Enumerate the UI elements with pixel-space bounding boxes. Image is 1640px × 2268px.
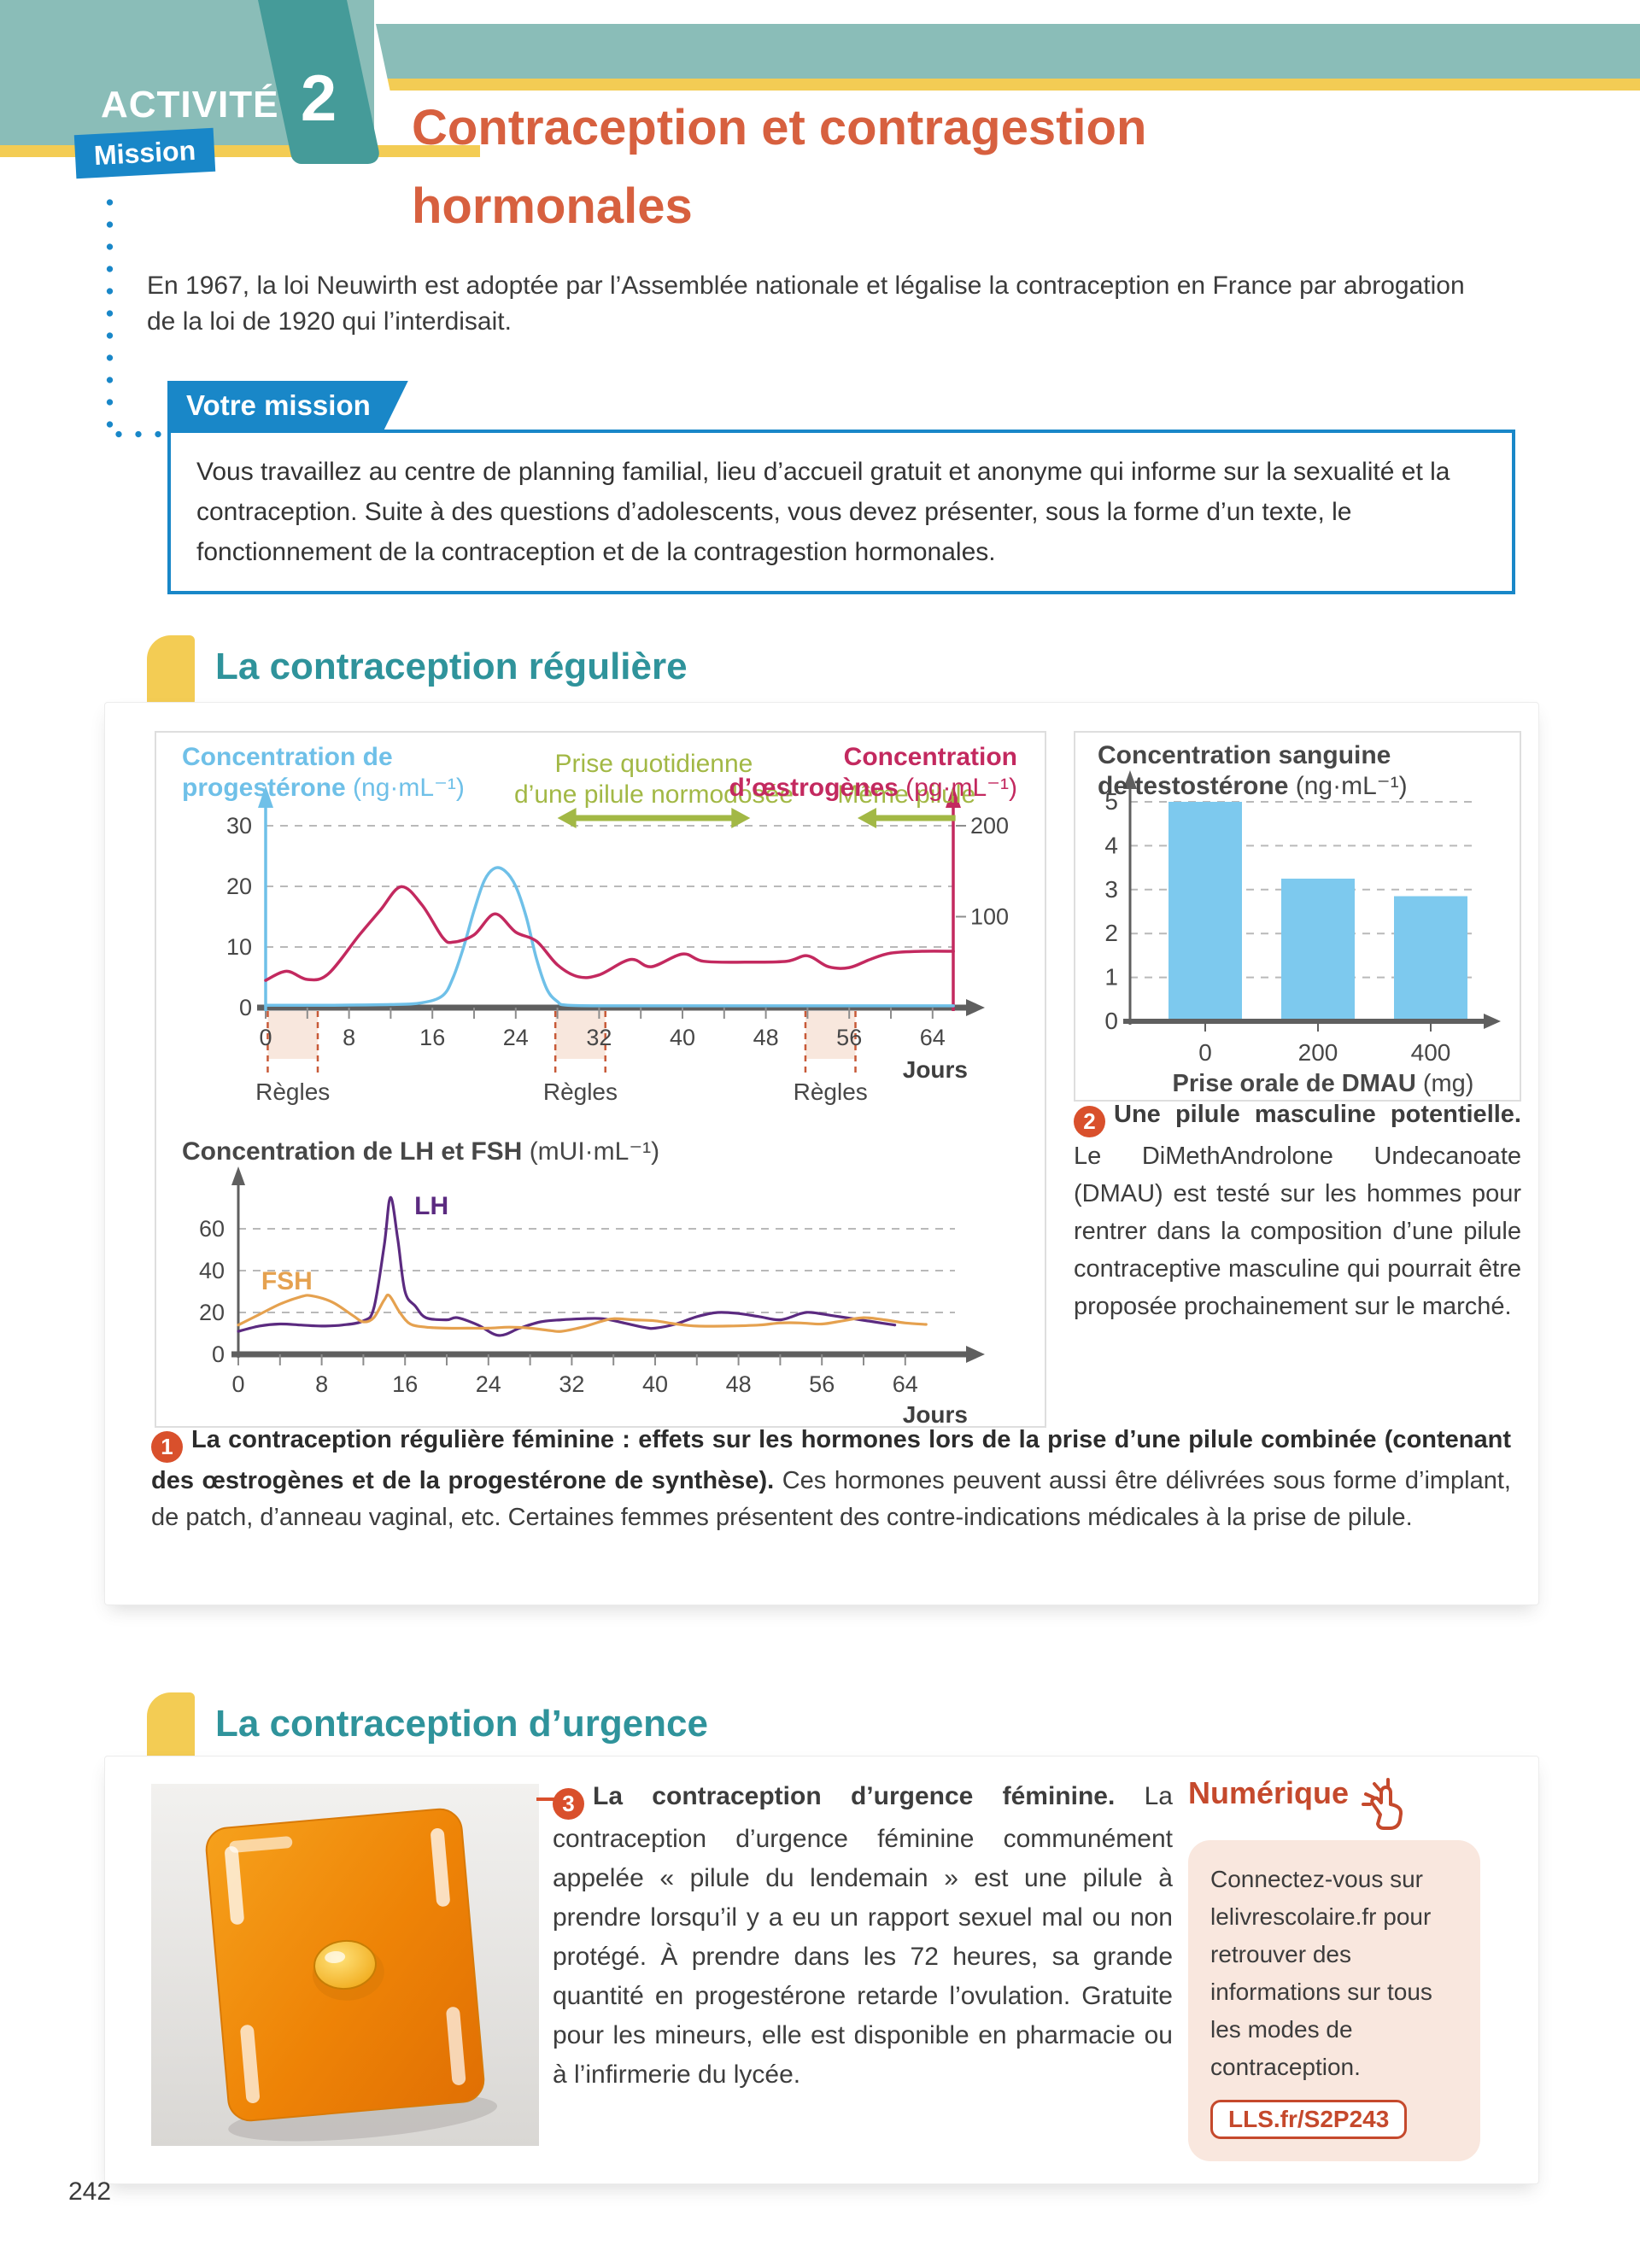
- svg-text:0: 0: [231, 1371, 244, 1397]
- section1-title: La contraception régulière: [215, 646, 688, 687]
- doc2-number-badge: 2: [1074, 1105, 1105, 1137]
- numerique-block: Numérique Connectez-vous sur lelivrescol…: [1188, 1775, 1480, 2161]
- svg-text:200: 200: [1298, 1039, 1338, 1066]
- svg-text:100: 100: [970, 904, 1009, 930]
- svg-text:5: 5: [1104, 788, 1118, 815]
- svg-text:2: 2: [1104, 920, 1118, 946]
- svg-text:48: 48: [726, 1371, 752, 1397]
- svg-text:200: 200: [970, 813, 1009, 839]
- svg-text:Même pilule: Même pilule: [837, 780, 975, 809]
- dotted-connector-vertical: [106, 198, 114, 430]
- activity-kicker: ACTIVITÉ: [101, 84, 279, 126]
- svg-text:8: 8: [315, 1371, 328, 1397]
- numerique-box: Connectez-vous sur lelivrescolaire.fr po…: [1188, 1840, 1480, 2161]
- svg-text:400: 400: [1411, 1039, 1451, 1066]
- svg-text:Règles: Règles: [543, 1078, 618, 1105]
- svg-text:0: 0: [239, 995, 252, 1020]
- section2-title: La contraception d’urgence: [215, 1703, 708, 1745]
- svg-text:1: 1: [1104, 964, 1118, 991]
- intro-paragraph: En 1967, la loi Neuwirth est adoptée par…: [147, 272, 1465, 336]
- svg-text:56: 56: [809, 1371, 835, 1397]
- svg-text:56: 56: [836, 1025, 862, 1050]
- svg-text:40: 40: [199, 1258, 225, 1283]
- svg-text:32: 32: [586, 1025, 612, 1050]
- activity-number: 2: [300, 62, 337, 135]
- chart-bars: 0 1 2 3 4 5 0 200 400 Prise orale de DMAU (mg) Con…: [1098, 741, 1501, 1097]
- chart-hormones: Règles Règles Règles 0 8 16 24 32 40 48 56 64 Jours 0…: [182, 743, 1017, 1105]
- header-teal-strip: [376, 24, 1640, 79]
- svg-text:64: 64: [893, 1371, 918, 1397]
- figure2-box: 0 1 2 3 4 5 0 200 400 Prise orale de DMAU (mg) Con…: [1074, 731, 1521, 1102]
- svg-text:Prise quotidienne: Prise quotidienne: [555, 750, 753, 778]
- numerique-text: Connectez-vous sur lelivrescolaire.fr po…: [1210, 1866, 1432, 2080]
- svg-text:20: 20: [226, 874, 252, 899]
- page-number: 242: [68, 2177, 112, 2206]
- header-strip-right: [376, 24, 1640, 91]
- svg-text:Prise orale de DMAU (mg): Prise orale de DMAU (mg): [1173, 1070, 1474, 1097]
- mission-badge: Mission: [73, 127, 216, 179]
- pill-blister-illustration: [151, 1784, 539, 2146]
- svg-text:8: 8: [343, 1025, 355, 1050]
- svg-text:60: 60: [199, 1216, 225, 1242]
- doc3-number-badge: 3: [553, 1787, 584, 1820]
- mission-label-tab: Votre mission: [167, 381, 408, 430]
- svg-text:4: 4: [1104, 832, 1118, 858]
- svg-text:30: 30: [226, 813, 252, 839]
- svg-text:0: 0: [212, 1342, 225, 1367]
- dotted-connector-horizontal: [114, 430, 173, 438]
- svg-text:Concentration de: Concentration de: [182, 743, 393, 771]
- svg-text:40: 40: [670, 1025, 695, 1050]
- mission-box: Vous travaillez au centre de planning fa…: [167, 430, 1515, 594]
- svg-text:de testostérone (ng·mL⁻¹): de testostérone (ng·mL⁻¹): [1098, 772, 1408, 800]
- svg-text:64: 64: [920, 1025, 946, 1050]
- svg-text:FSH: FSH: [261, 1267, 313, 1295]
- svg-text:d’une pilule normodosée: d’une pilule normodosée: [514, 780, 794, 809]
- pill-blister-photo: [151, 1784, 539, 2146]
- svg-text:24: 24: [476, 1371, 501, 1397]
- doc3-text: 3 La contraception d’urgence féminine. La…: [553, 1782, 1173, 2089]
- figure1-caption: 1 La contraception régulière féminine : e…: [151, 1426, 1511, 1531]
- card-contraception-urgence: 3 La contraception d’urgence féminine. La…: [104, 1756, 1539, 2184]
- chart-lhfsh: 0 8 16 24 32 40 48 56 64 Jours 0 20 40 60 LH FSH Concent…: [182, 1137, 985, 1426]
- card-contraception-reguliere: Règles Règles Règles 0 8 16 24 32 40 48 56 64 Jours 0…: [104, 702, 1539, 1605]
- svg-text:3: 3: [1104, 876, 1118, 903]
- svg-text:LH: LH: [414, 1192, 448, 1220]
- lls-link-button[interactable]: LLS.fr/S2P243: [1210, 2100, 1408, 2139]
- svg-text:24: 24: [503, 1025, 529, 1050]
- svg-text:32: 32: [559, 1371, 584, 1397]
- svg-text:Concentration de LH et FSH (mU: Concentration de LH et FSH (mUI·mL⁻¹): [182, 1137, 659, 1166]
- page-title: Contraception et contragestion hormonale…: [412, 100, 1147, 234]
- svg-text:0: 0: [1104, 1008, 1118, 1034]
- svg-text:Concentration: Concentration: [844, 743, 1017, 771]
- svg-text:Règles: Règles: [794, 1078, 868, 1105]
- figure1-number-badge: 1: [151, 1431, 183, 1463]
- numerique-title: Numérique: [1188, 1775, 1350, 1810]
- svg-text:20: 20: [199, 1300, 225, 1325]
- svg-text:16: 16: [419, 1025, 445, 1050]
- svg-text:16: 16: [392, 1371, 418, 1397]
- figure1-box: Règles Règles Règles 0 8 16 24 32 40 48 56 64 Jours 0…: [155, 731, 1046, 1428]
- svg-text:Jours: Jours: [903, 1401, 968, 1426]
- svg-text:Concentration sanguine: Concentration sanguine: [1098, 741, 1391, 769]
- svg-text:d’œstrogènes (pg·mL⁻¹): d’œstrogènes (pg·mL⁻¹): [729, 774, 1017, 802]
- svg-text:40: 40: [642, 1371, 668, 1397]
- doc2-text: 2 Une pilule masculine potentielle. Le Di…: [1074, 1101, 1521, 1320]
- doc3-connector-dash: [536, 1797, 565, 1801]
- svg-text:10: 10: [226, 934, 252, 960]
- svg-text:48: 48: [753, 1025, 779, 1050]
- svg-text:progestérone (ng·mL⁻¹): progestérone (ng·mL⁻¹): [182, 774, 465, 802]
- svg-text:0: 0: [1198, 1039, 1212, 1066]
- svg-text:Jours: Jours: [903, 1056, 968, 1083]
- svg-text:Règles: Règles: [255, 1078, 330, 1105]
- header-yellow-rule-left: [0, 145, 480, 157]
- svg-text:0: 0: [259, 1025, 272, 1050]
- click-hand-icon: [1357, 1775, 1410, 1832]
